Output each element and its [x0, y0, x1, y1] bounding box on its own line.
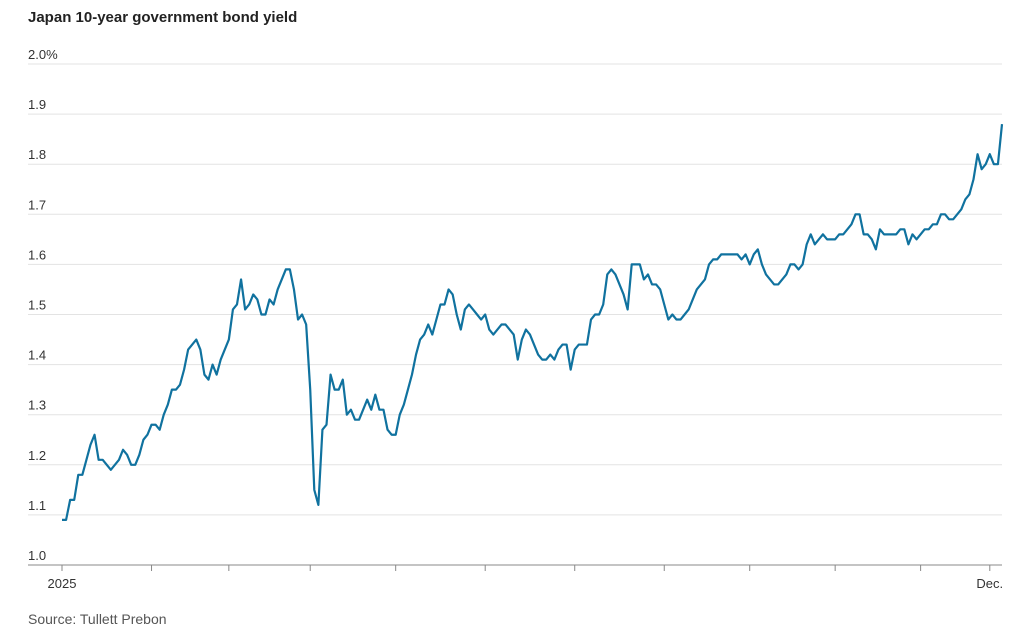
x-tick-label: 2025 — [48, 576, 77, 591]
data-line — [62, 124, 1004, 522]
y-tick-label: 1.6 — [28, 247, 46, 262]
chart-title: Japan 10-year government bond yield — [28, 9, 297, 26]
y-tick-label: 1.3 — [28, 398, 46, 413]
y-tick-label: 1.1 — [28, 498, 46, 513]
y-tick-label: 2.0% — [28, 47, 58, 62]
y-tick-label: 1.0 — [28, 548, 46, 563]
y-tick-label: 1.8 — [28, 147, 46, 162]
y-tick-label: 1.7 — [28, 197, 46, 212]
y-tick-label: 1.5 — [28, 298, 46, 313]
source-note: Source: Tullett Prebon — [28, 611, 167, 627]
y-tick-label: 1.4 — [28, 348, 46, 363]
y-tick-label: 1.2 — [28, 448, 46, 463]
y-tick-label: 1.9 — [28, 97, 46, 112]
x-tick-label: Dec. — [976, 576, 1003, 591]
